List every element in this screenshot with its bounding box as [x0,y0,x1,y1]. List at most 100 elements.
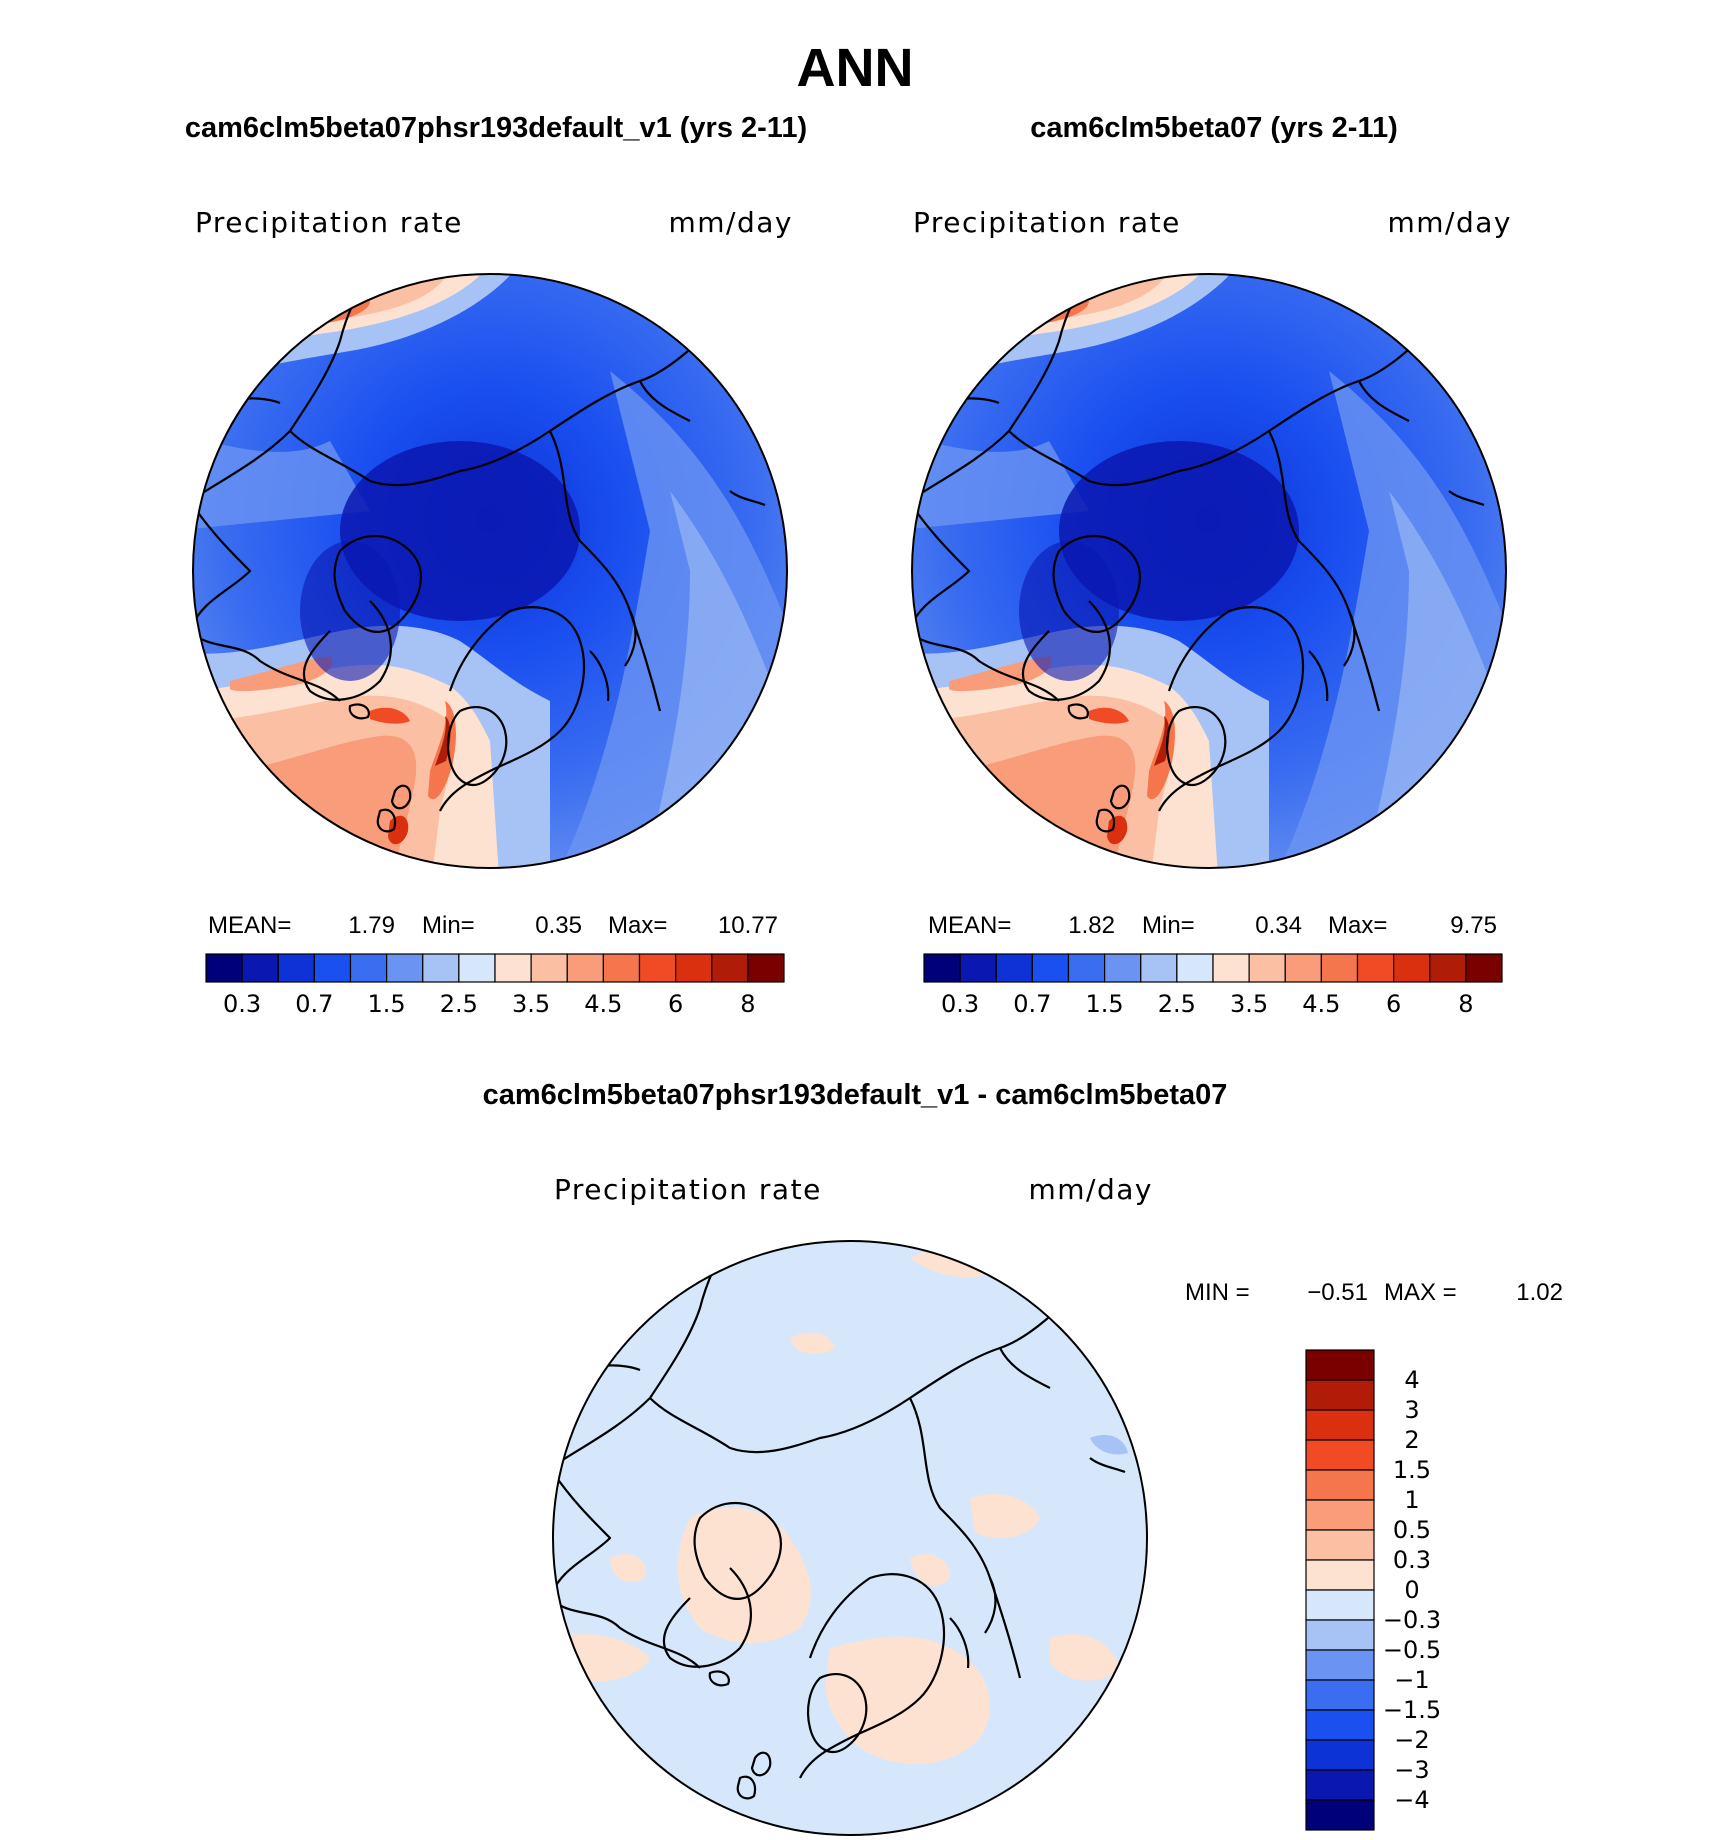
left-colorbar-swatch [205,953,243,983]
diff-colorbar-tick-label: −0.3 [1383,1606,1441,1634]
diff-case-title: cam6clm5beta07phsr193default_v1 - cam6cl… [483,1079,1228,1111]
right-colorbar-swatch [1176,953,1214,983]
left-map-border [192,273,788,869]
left-colorbar-swatch [675,953,713,983]
left-colorbar-swatch [349,953,388,983]
diff-min-value: −0.51 [1307,1279,1368,1306]
panel-left: cam6clm5beta07phsr193default_v1 (yrs 2-1… [185,112,807,1018]
left-colorbar-tick-label: 2.5 [440,990,478,1018]
left-mean-label: MEAN= [208,912,291,939]
diff-colorbar-swatch [1305,1469,1375,1501]
left-colorbar-tick-label: 4.5 [584,990,622,1018]
right-max-value: 9.75 [1450,912,1497,939]
left-max-value: 10.77 [718,912,778,939]
right-colorbar: 0.3 0.7 1.5 2.5 3.5 4.5 6 8 [923,953,1503,1018]
left-colorbar-swatch [494,953,532,983]
left-colorbar-swatch [422,953,460,983]
right-max-label: Max= [1328,912,1387,939]
left-colorbar-swatch [530,953,568,983]
left-max-label: Max= [608,912,667,939]
diff-colorbar-tick-label: 3 [1404,1396,1419,1424]
left-colorbar-tick-label: 0.7 [295,990,333,1018]
right-colorbar-swatch [1067,953,1106,983]
right-colorbar-swatch [1284,953,1322,983]
right-polar-map [912,274,1506,868]
right-colorbar-swatch [923,953,961,983]
diff-colorbar-tick-label: 0 [1404,1576,1419,1604]
diff-colorbar-swatch [1305,1409,1375,1441]
diff-max-label: MAX = [1384,1279,1457,1306]
right-colorbar-swatch [995,953,1033,983]
left-mean-value: 1.79 [348,912,395,939]
diff-colorbar-tick-label: 1.5 [1393,1456,1431,1484]
right-colorbar-tick-label: 1.5 [1086,990,1124,1018]
diff-colorbar-swatch [1305,1619,1375,1651]
right-colorbar-swatch [1104,953,1142,983]
left-stats: MEAN= 1.79 Min= 0.35 Max= 10.77 [208,912,778,939]
right-colorbar-tick-label: 3.5 [1230,990,1268,1018]
diff-colorbar-tick-label: 4 [1404,1366,1419,1394]
diff-colorbar-swatch [1305,1349,1375,1381]
right-colorbar-swatch [1212,953,1250,983]
diff-colorbar-tick-label: 2 [1404,1426,1419,1454]
diff-map-border [552,1240,1148,1836]
diff-colorbar-tick-label: −3 [1394,1756,1429,1784]
diff-colorbar-tick-label: 0.3 [1393,1546,1431,1574]
diff-colorbar-tick-label: −2 [1394,1726,1429,1754]
diff-colorbar-swatch [1305,1679,1375,1711]
diff-max-value: 1.02 [1516,1279,1563,1306]
diff-units-label: mm/day [1029,1173,1154,1206]
right-min-value: 0.34 [1255,912,1302,939]
diff-minmax: MIN = −0.51 MAX = 1.02 [1185,1279,1563,1306]
diff-colorbar-swatch [1305,1379,1375,1411]
left-colorbar-tick-label: 3.5 [512,990,550,1018]
right-colorbar-swatch [1248,953,1286,983]
right-colorbar-tick-label: 0.3 [941,990,979,1018]
left-colorbar-tick-label: 1.5 [368,990,406,1018]
left-colorbar-swatch [241,953,279,983]
right-mean-label: MEAN= [928,912,1011,939]
left-colorbar-swatch [711,953,749,983]
right-case-title: cam6clm5beta07 (yrs 2-11) [1030,112,1398,144]
left-colorbar-swatch [277,953,315,983]
diff-colorbar-tick-label: 0.5 [1393,1516,1431,1544]
left-units-label: mm/day [669,206,794,239]
right-colorbar-swatch [1356,953,1395,983]
diff-colorbar-tick-label: −1 [1394,1666,1429,1694]
right-units-label: mm/day [1388,206,1513,239]
diff-min-label: MIN = [1185,1279,1250,1306]
right-colorbar-tick-label: 4.5 [1302,990,1340,1018]
diff-colorbar-swatch [1305,1649,1375,1681]
left-polar-map [193,274,787,868]
right-colorbar-swatch [1140,953,1178,983]
right-colorbar-tick-label: 2.5 [1158,990,1196,1018]
left-case-title: cam6clm5beta07phsr193default_v1 (yrs 2-1… [185,112,807,144]
right-colorbar-swatch [1429,953,1467,983]
panel-difference: cam6clm5beta07phsr193default_v1 - cam6cl… [483,1079,1563,1836]
left-colorbar-tick-label: 6 [668,990,683,1018]
diff-polar-map [553,1241,1147,1835]
diff-colorbar-swatch [1305,1559,1375,1591]
left-colorbar-swatch [386,953,424,983]
right-colorbar-swatch [1465,953,1503,983]
left-colorbar-tick-label: 8 [740,990,755,1018]
left-colorbar-swatch [313,953,352,983]
left-variable-label: Precipitation rate [195,206,463,239]
diff-colorbar-swatch [1305,1589,1375,1621]
diff-colorbar-swatch [1305,1529,1375,1561]
left-min-value: 0.35 [535,912,582,939]
diff-colorbar-tick-label: −0.5 [1383,1636,1441,1664]
right-map-border [911,273,1507,869]
diff-colorbar-swatch [1305,1499,1375,1531]
panel-right: cam6clm5beta07 (yrs 2-11) Precipitation … [911,112,1513,1018]
right-variable-label: Precipitation rate [913,206,1181,239]
left-colorbar-swatch [747,953,785,983]
left-colorbar-swatch [638,953,677,983]
diff-variable-label: Precipitation rate [554,1173,822,1206]
right-colorbar-swatch [1031,953,1070,983]
diff-colorbar-tick-label: −4 [1394,1786,1429,1814]
left-colorbar-swatch [602,953,641,983]
right-mean-value: 1.82 [1068,912,1115,939]
